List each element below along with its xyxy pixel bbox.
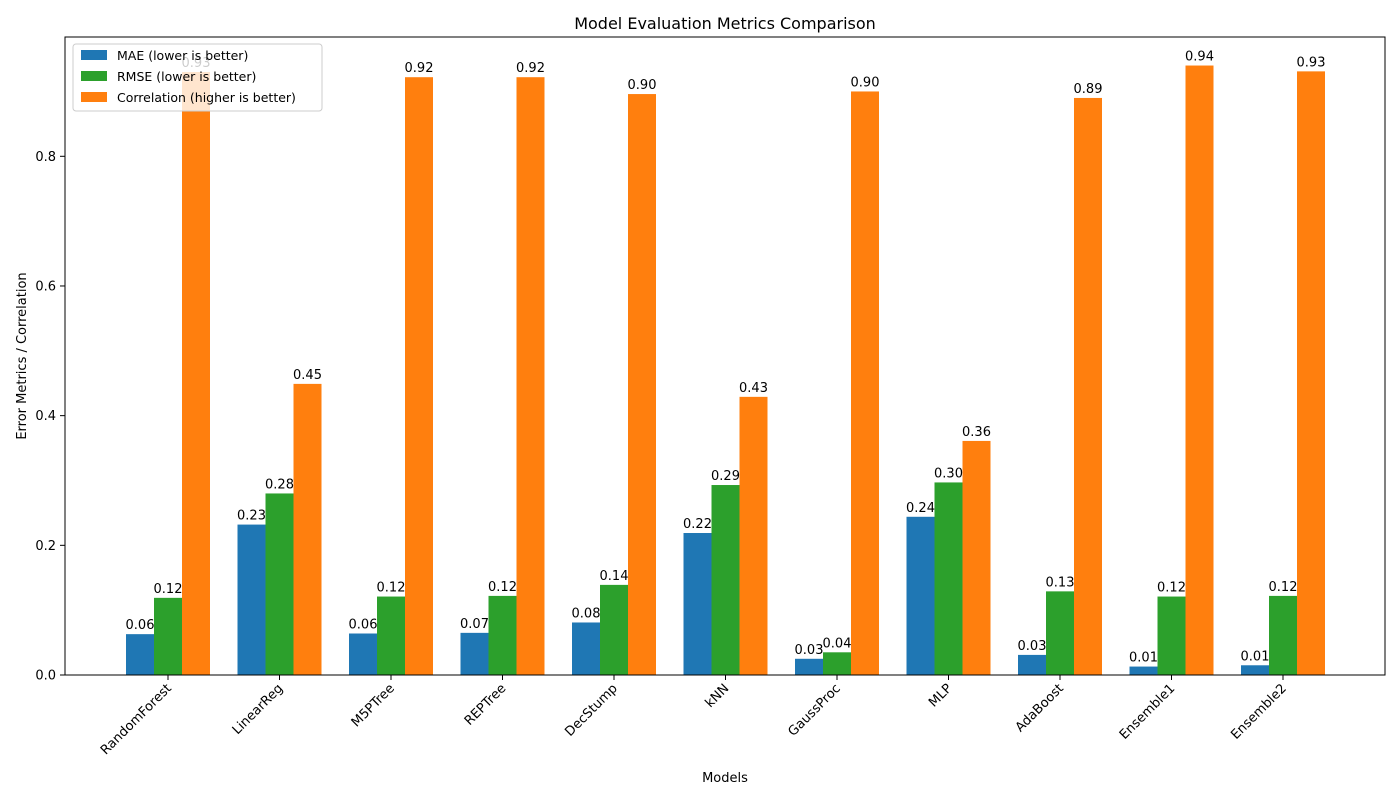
bar-rmse-mlp [934, 482, 963, 675]
data-label-mae: 0.03 [795, 643, 824, 658]
x-tick-label: LinearReg [230, 681, 287, 738]
bar-rmse-m5ptree [377, 596, 405, 675]
data-label-correlation: 0.92 [516, 61, 545, 76]
data-label-correlation: 0.36 [962, 425, 991, 440]
data-label-rmse: 0.12 [1269, 580, 1298, 595]
x-tick-label: MLP [926, 681, 955, 710]
bar-labels-layer: 0.06 0.23 0.06 0.07 0.08 0.22 0.03 0.24 0.03 0.01… [126, 50, 1326, 666]
data-label-mae: 0.08 [572, 606, 601, 621]
x-tick-label: AdaBoost [1013, 681, 1067, 735]
plot-frame [64, 36, 1386, 676]
bar-correlation-gaussproc [851, 91, 879, 675]
bar-mae-mlp [906, 516, 935, 675]
data-label-correlation: 0.89 [1074, 82, 1103, 97]
data-label-rmse: 0.14 [600, 569, 629, 584]
bar-correlation-m5ptree [405, 77, 433, 675]
x-tick-label: kNN [703, 681, 733, 711]
data-label-correlation: 0.45 [293, 368, 322, 383]
y-axis: 0.0 0.2 0.4 0.6 0.8 [35, 150, 65, 684]
chart-title: Model Evaluation Metrics Comparison [574, 14, 876, 33]
data-label-mae: 0.06 [126, 618, 155, 633]
data-label-rmse: 0.12 [154, 582, 183, 597]
data-label-correlation: 0.94 [1185, 50, 1214, 65]
bar-mae-randomforest [126, 634, 154, 675]
bar-rmse-reptree [488, 595, 517, 675]
bar-mae-ensemble1 [1129, 666, 1158, 675]
legend-swatch-rmse [81, 71, 107, 81]
bar-mae-ensemble2 [1241, 665, 1269, 675]
bar-correlation-knn [739, 396, 768, 675]
data-label-rmse: 0.30 [934, 466, 963, 481]
x-tick-label: REPTree [462, 681, 509, 728]
x-tick-label: DecStump [562, 681, 620, 739]
data-label-mae: 0.06 [349, 618, 378, 633]
bar-correlation-mlp [962, 440, 991, 675]
bar-rmse-decstump [600, 584, 628, 675]
legend-swatch-correlation [81, 92, 107, 102]
bar-mae-adaboost [1018, 654, 1046, 675]
bar-correlation-linearreg [293, 383, 322, 675]
x-axis-label: Models [702, 771, 748, 786]
y-tick-label: 0.8 [35, 150, 56, 165]
bar-rmse-ensemble2 [1269, 595, 1297, 675]
data-label-mae: 0.07 [460, 617, 489, 632]
bar-correlation-ensemble1 [1185, 65, 1214, 676]
data-label-rmse: 0.12 [377, 581, 406, 596]
data-label-correlation: 0.90 [851, 75, 880, 90]
data-label-mae: 0.01 [1129, 651, 1158, 666]
y-tick-label: 0.2 [35, 539, 56, 554]
bar-rmse-gaussproc [823, 652, 851, 675]
legend-box [72, 43, 323, 112]
data-label-correlation: 0.43 [739, 381, 768, 396]
x-axis: RandomForest LinearReg M5PTree REPTree DecSt… [98, 675, 1290, 758]
data-label-rmse: 0.12 [488, 580, 517, 595]
data-label-mae: 0.01 [1241, 649, 1270, 664]
data-label-rmse: 0.29 [711, 469, 740, 484]
legend-label-correlation: Correlation (higher is better) [117, 90, 296, 105]
x-tick-label: RandomForest [98, 681, 175, 758]
data-label-correlation: 0.92 [405, 61, 434, 76]
bar-rmse-linearreg [265, 493, 294, 675]
bar-rmse-knn [711, 485, 740, 675]
legend: MAE (lower is better) RMSE (lower is bet… [72, 43, 323, 112]
data-label-mae: 0.23 [237, 509, 266, 524]
data-label-rmse: 0.13 [1046, 575, 1075, 590]
data-label-mae: 0.22 [683, 517, 712, 532]
bar-correlation-reptree [516, 77, 545, 675]
data-label-mae: 0.03 [1018, 639, 1047, 654]
data-label-correlation: 0.90 [628, 78, 657, 93]
bar-mae-gaussproc [795, 658, 823, 675]
data-label-correlation: 0.93 [1297, 55, 1326, 70]
x-tick-label: GaussProc [785, 681, 843, 739]
bar-mae-linearreg [237, 524, 266, 675]
bars-layer [126, 65, 1325, 676]
bar-rmse-ensemble1 [1157, 596, 1186, 675]
data-label-rmse: 0.28 [265, 477, 294, 492]
data-label-rmse: 0.04 [823, 636, 852, 651]
y-tick-label: 0.4 [35, 409, 56, 424]
bar-correlation-ensemble2 [1297, 71, 1325, 675]
bar-rmse-randomforest [154, 597, 182, 675]
bar-mae-knn [683, 533, 712, 675]
y-tick-label: 0.6 [35, 279, 56, 294]
legend-label-rmse: RMSE (lower is better) [117, 69, 256, 84]
bar-mae-m5ptree [349, 633, 377, 675]
x-tick-label: M5PTree [349, 681, 398, 730]
x-tick-label: Ensemble1 [1117, 681, 1179, 743]
x-tick-label: Ensemble2 [1228, 681, 1290, 743]
data-label-mae: 0.24 [906, 501, 935, 516]
legend-swatch-mae [81, 50, 107, 60]
bar-mae-decstump [572, 622, 600, 675]
legend-label-mae: MAE (lower is better) [117, 48, 248, 63]
bar-correlation-decstump [628, 94, 656, 676]
bar-correlation-randomforest [182, 72, 210, 675]
bar-rmse-adaboost [1046, 591, 1074, 675]
data-label-rmse: 0.12 [1157, 581, 1186, 596]
bar-mae-reptree [460, 632, 489, 675]
y-axis-label: Error Metrics / Correlation [15, 272, 30, 439]
bar-correlation-adaboost [1074, 97, 1102, 676]
y-tick-label: 0.0 [35, 669, 56, 684]
